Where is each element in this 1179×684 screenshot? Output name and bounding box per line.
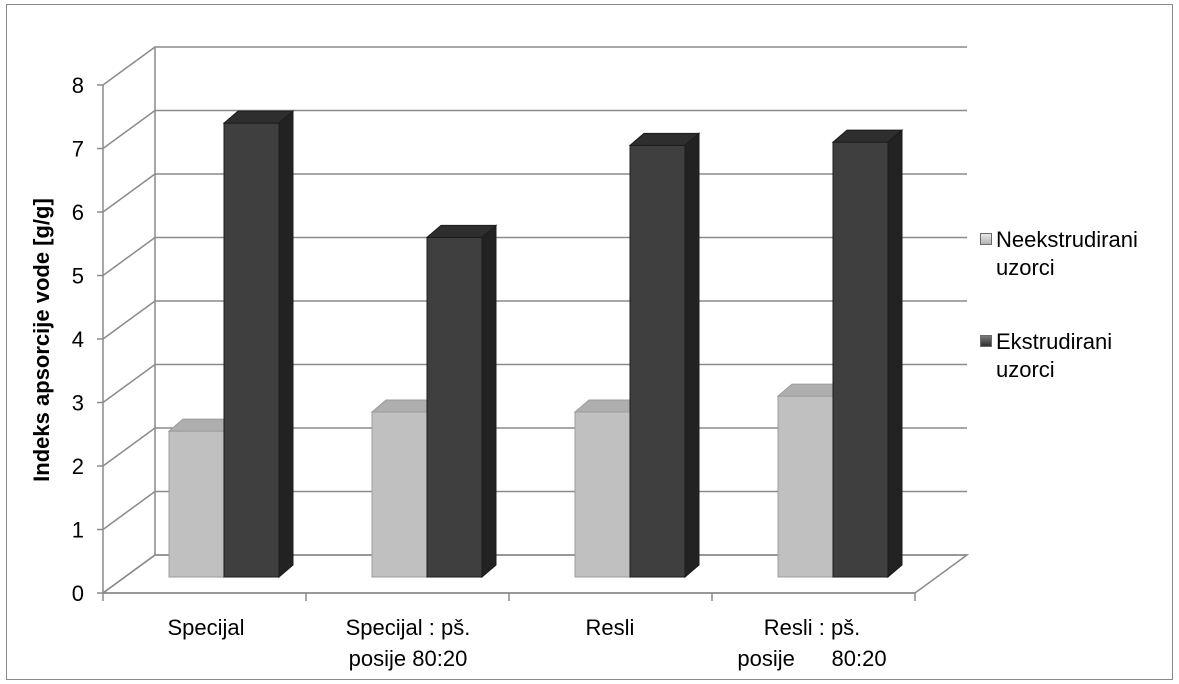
gridline — [102, 46, 967, 86]
legend: Neekstrudirani uzorci Ekstrudirani uzorc… — [980, 226, 1175, 430]
category-label-specijal-psenicne-posije: Specijal : pš. posije 80:20 — [345, 615, 471, 671]
bar-front — [629, 144, 686, 578]
y-tick-label: 8 — [72, 73, 84, 98]
bar-front — [574, 411, 631, 578]
legend-label-neekstrudirani: Neekstrudirani uzorci — [996, 227, 1138, 280]
bar-ekstrudirani-4 — [831, 129, 904, 579]
bar-side — [887, 129, 903, 579]
bar-front — [371, 411, 428, 578]
y-tick-label: 7 — [72, 137, 84, 162]
bar-ekstrudirani-1 — [222, 110, 295, 579]
y-tick-label: 1 — [72, 518, 84, 543]
bar-ekstrudirani-2 — [425, 224, 498, 579]
legend-item-neekstrudirani: Neekstrudirani uzorci — [980, 226, 1175, 282]
bar-front — [777, 395, 834, 578]
y-tick-label: 5 — [72, 264, 84, 289]
bar-front — [223, 122, 280, 578]
legend-swatch-ekstrudirani — [980, 335, 992, 347]
bar-front — [168, 430, 225, 578]
legend-item-ekstrudirani: Ekstrudirani uzorci — [980, 328, 1175, 384]
y-tick-label: 0 — [72, 581, 84, 606]
bar-front — [426, 236, 483, 578]
category-label-specijal: Specijal — [167, 615, 245, 640]
y-axis-label: Indeks apsorcije vode [g/g] — [29, 198, 54, 482]
bar-ekstrudirani-3 — [628, 132, 701, 579]
bar-side — [481, 224, 497, 579]
y-tick-label: 2 — [72, 454, 84, 479]
legend-swatch-neekstrudirani — [980, 233, 992, 245]
category-label-resli-psenicne-posije: Resli : pš. posije 80:20 — [737, 615, 887, 671]
bar-front — [832, 141, 889, 578]
bar-side — [684, 132, 700, 579]
y-tick-label: 3 — [72, 391, 84, 416]
y-tick-label: 4 — [72, 327, 84, 352]
y-tick-label: 6 — [72, 200, 84, 225]
bar-side — [278, 110, 294, 579]
chart-frame — [6, 4, 1173, 680]
legend-label-ekstrudirani: Ekstrudirani uzorci — [996, 329, 1113, 382]
category-label-resli: Resli — [585, 615, 635, 640]
